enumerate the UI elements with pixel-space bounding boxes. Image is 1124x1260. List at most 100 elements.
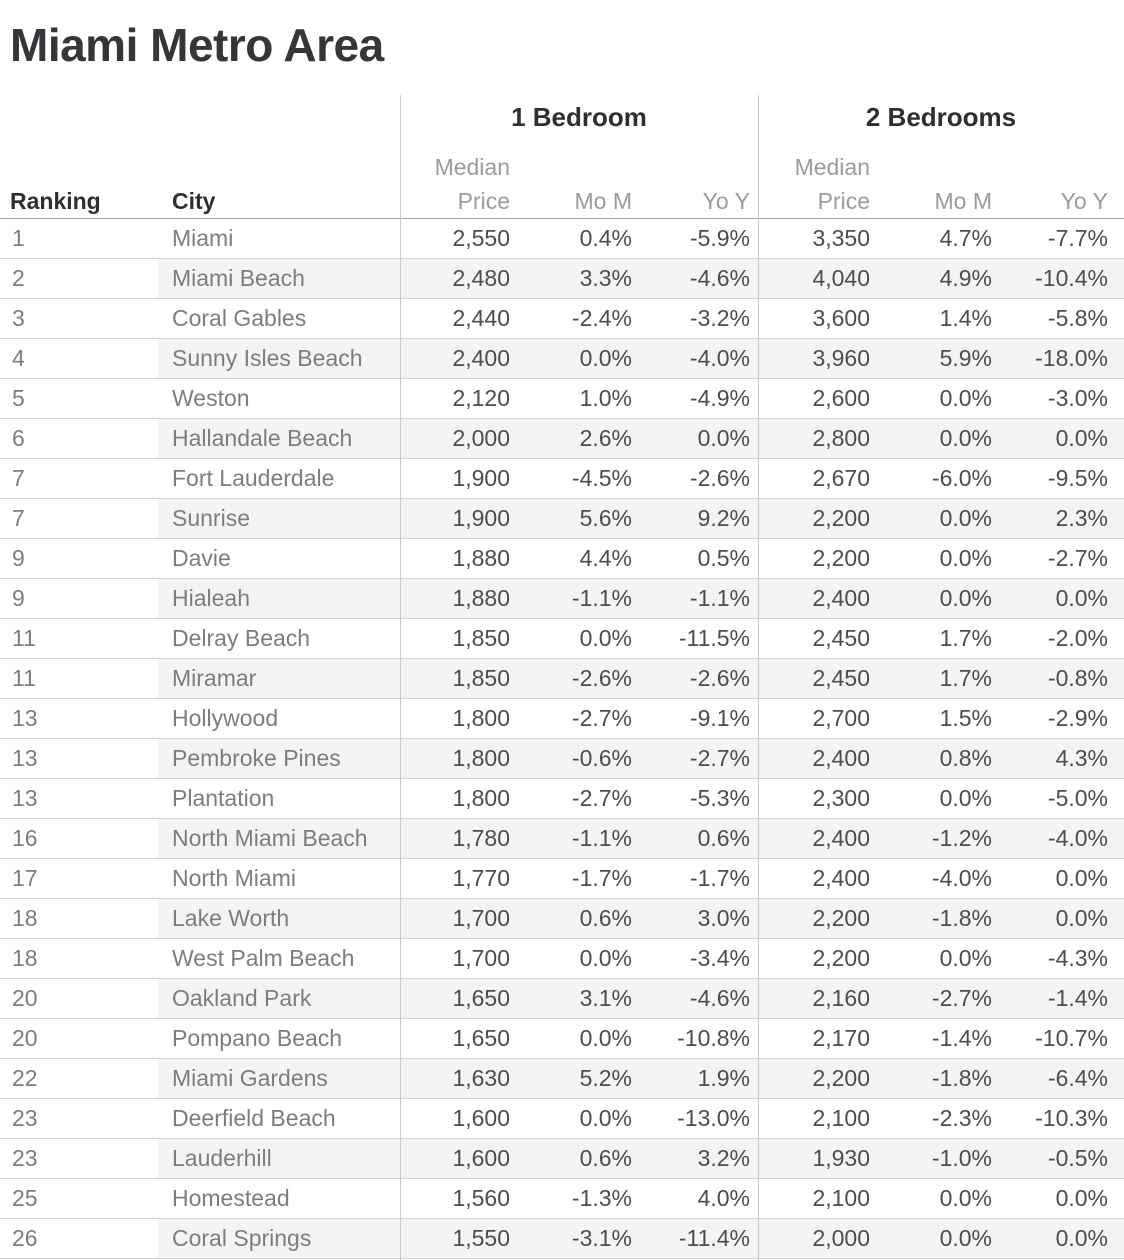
cell-ranking: 7 <box>12 465 25 491</box>
cell-city: Homestead <box>172 1185 290 1211</box>
cell-ranking: 11 <box>0 659 158 698</box>
cell-br1-price: 1,800 <box>452 705 510 731</box>
table-row: 23 Lauderhill 1,600 0.6% 3.2% 1,930 -1.0% -0.5% <box>0 1139 1124 1179</box>
cell-ranking: 20 <box>12 1025 38 1051</box>
cell-br2-price: 3,960 <box>758 339 880 378</box>
cell-br1-yoy: -4.0% <box>642 339 758 378</box>
cell-ranking: 3 <box>12 305 25 331</box>
cell-br2-yoy: -10.4% <box>1002 259 1124 298</box>
cell-br2-price: 2,400 <box>812 865 870 891</box>
cell-ranking: 16 <box>0 819 158 858</box>
cell-br1-mom: -0.6% <box>520 739 642 778</box>
cell-br1-yoy: 1.9% <box>642 1059 758 1098</box>
cell-br1-yoy: -3.2% <box>689 305 750 331</box>
cell-br1-mom: 0.0% <box>579 945 632 971</box>
cell-br1-price: 1,880 <box>452 545 510 571</box>
header-ranking: Ranking <box>10 188 101 214</box>
pane-divider-1 <box>400 95 401 1260</box>
cell-br2-price: 2,100 <box>812 1185 870 1211</box>
cell-ranking: 4 <box>0 339 158 378</box>
cell-br1-price: 1,700 <box>400 899 520 938</box>
cell-city: Miramar <box>158 659 400 698</box>
cell-br2-price: 2,400 <box>758 579 880 618</box>
cell-br1-price: 1,850 <box>452 625 510 651</box>
cell-br1-mom: 0.4% <box>579 225 632 251</box>
cell-br1-mom: -2.6% <box>520 659 642 698</box>
cell-ranking: 5 <box>12 385 25 411</box>
cell-city: Hallandale Beach <box>158 419 400 458</box>
cell-br1-yoy: -1.7% <box>689 865 750 891</box>
cell-br1-yoy: -9.1% <box>689 705 750 731</box>
cell-br1-yoy: 3.2% <box>642 1139 758 1178</box>
cell-br1-mom: 2.6% <box>520 419 642 458</box>
cell-br2-yoy: 0.0% <box>1055 1185 1108 1211</box>
cell-br1-mom: -1.7% <box>571 865 632 891</box>
table-row: 3 Coral Gables 2,440 -2.4% -3.2% 3,600 1.4% -5.… <box>0 299 1124 339</box>
cell-ranking: 18 <box>0 899 158 938</box>
cell-br1-price: 2,480 <box>400 259 520 298</box>
cell-br2-mom: 0.0% <box>880 1219 1002 1258</box>
cell-br1-yoy: -4.6% <box>642 259 758 298</box>
cell-br1-mom: -1.1% <box>520 819 642 858</box>
cell-br2-price: 2,200 <box>812 545 870 571</box>
cell-br2-price: 2,160 <box>758 979 880 1018</box>
cell-ranking: 18 <box>12 945 38 971</box>
cell-br1-yoy: -2.7% <box>642 739 758 778</box>
cell-br1-price: 1,900 <box>452 465 510 491</box>
cell-city: North Miami <box>172 865 296 891</box>
header-median-price-2br-line2: Price <box>817 188 870 214</box>
cell-br1-yoy: 9.2% <box>642 499 758 538</box>
cell-br2-mom: -1.8% <box>880 899 1002 938</box>
page-title: Miami Metro Area <box>10 19 384 71</box>
table-row: 11 Delray Beach 1,850 0.0% -11.5% 2,450 1.7% -2… <box>0 619 1124 659</box>
cell-br1-mom: 0.0% <box>579 1025 632 1051</box>
cell-br1-yoy: -5.9% <box>689 225 750 251</box>
cell-br1-price: 1,600 <box>400 1139 520 1178</box>
cell-city: Hialeah <box>158 579 400 618</box>
cell-br2-price: 2,300 <box>812 785 870 811</box>
cell-br2-price: 2,100 <box>812 1105 870 1131</box>
cell-br2-mom: -1.4% <box>931 1025 992 1051</box>
cell-city: Miami <box>172 225 234 251</box>
cell-br1-mom: -2.4% <box>571 305 632 331</box>
cell-br1-mom: 5.6% <box>520 499 642 538</box>
cell-br2-price: 2,200 <box>758 1059 880 1098</box>
cell-br1-yoy: -11.4% <box>642 1219 758 1258</box>
cell-br1-mom: 0.0% <box>520 339 642 378</box>
cell-br1-yoy: -3.4% <box>689 945 750 971</box>
cell-br2-price: 2,800 <box>758 419 880 458</box>
cell-br1-yoy: -2.6% <box>689 465 750 491</box>
cell-ranking: 26 <box>0 1219 158 1258</box>
cell-br2-mom: 0.0% <box>939 545 992 571</box>
cell-br1-price: 1,780 <box>400 819 520 858</box>
pane-divider-2 <box>758 95 759 1260</box>
cell-city: West Palm Beach <box>172 945 355 971</box>
cell-br1-price: 1,600 <box>452 1105 510 1131</box>
cell-br2-price: 1,930 <box>758 1139 880 1178</box>
cell-br1-price: 1,560 <box>452 1185 510 1211</box>
cell-br2-yoy: -10.7% <box>1035 1025 1108 1051</box>
cell-br1-yoy: -4.9% <box>689 385 750 411</box>
cell-br1-price: 1,650 <box>452 1025 510 1051</box>
table-row: 20 Pompano Beach 1,650 0.0% -10.8% 2,170 -1.4%… <box>0 1019 1124 1059</box>
cell-br1-mom: 0.6% <box>520 899 642 938</box>
cell-br2-yoy: -1.4% <box>1002 979 1124 1018</box>
header-median-price-1br-line1: Median <box>434 154 510 180</box>
table-row: 22 Miami Gardens 1,630 5.2% 1.9% 2,200 -1.8% -6… <box>0 1059 1124 1099</box>
cell-br2-price: 2,000 <box>758 1219 880 1258</box>
cell-city: Fort Lauderdale <box>172 465 335 491</box>
cell-br1-mom: 0.0% <box>579 1105 632 1131</box>
header-mom-1br: Mo M <box>574 188 633 214</box>
cell-br2-price: 2,400 <box>758 739 880 778</box>
cell-br1-mom: 3.1% <box>520 979 642 1018</box>
table-row: 13 Pembroke Pines 1,800 -0.6% -2.7% 2,400 0.8%… <box>0 739 1124 779</box>
cell-br1-yoy: -4.6% <box>642 979 758 1018</box>
cell-br1-mom: 0.6% <box>520 1139 642 1178</box>
table-row: 6 Hallandale Beach 2,000 2.6% 0.0% 2,800 0.0% 0… <box>0 419 1124 459</box>
cell-ranking: 20 <box>0 979 158 1018</box>
cell-br1-yoy: -13.0% <box>677 1105 750 1131</box>
cell-city: Deerfield Beach <box>172 1105 336 1131</box>
column-group-2-bedrooms: 2 Bedrooms <box>865 102 1017 132</box>
cell-ranking: 22 <box>0 1059 158 1098</box>
cell-city: Pompano Beach <box>172 1025 343 1051</box>
